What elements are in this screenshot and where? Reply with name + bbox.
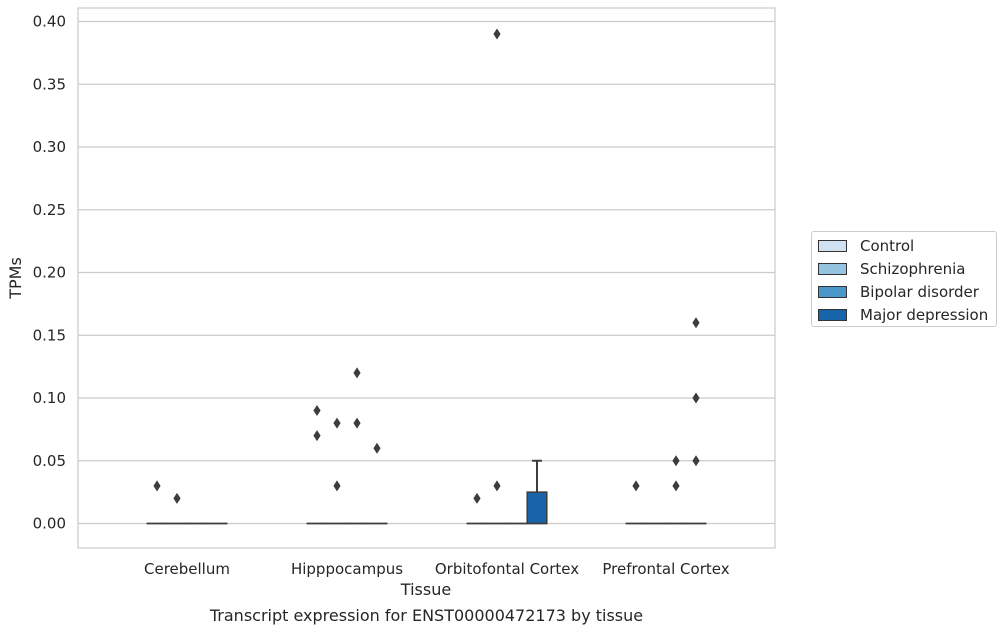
legend: Control Schizophrenia Bipolar disorder Majo… [811, 231, 997, 327]
y-tick-label: 0.05 [33, 452, 66, 470]
y-tick-label: 0.15 [33, 326, 66, 344]
legend-label: Bipolar disorder [860, 283, 979, 301]
y-tick-label: 0.10 [33, 389, 66, 407]
series-major-depression [206, 317, 707, 525]
y-tick-label: 0.40 [33, 13, 66, 31]
legend-label: Control [860, 237, 915, 255]
legend-label: Major depression [860, 306, 989, 324]
x-tick-label: Hipppocampus [291, 560, 403, 578]
box [526, 491, 548, 525]
x-axis-ticks: Cerebellum Hipppocampus Orbitofontal Corte… [144, 560, 730, 578]
outlier-point [473, 492, 481, 504]
legend-label: Schizophrenia [860, 260, 966, 278]
legend-item: Major depression [818, 305, 988, 325]
outlier-point [153, 480, 161, 492]
chart-caption: Transcript expression for ENST0000047217… [209, 606, 644, 625]
grid-lines [78, 20, 775, 525]
legend-item: Control [818, 236, 914, 256]
outlier-point [333, 480, 341, 492]
outlier-point [692, 317, 700, 329]
legend-item: Bipolar disorder [818, 282, 979, 302]
legend-swatch [818, 263, 847, 275]
outlier-point [672, 480, 680, 492]
y-tick-label: 0.00 [33, 515, 66, 533]
outlier-point [692, 455, 700, 467]
series-control [146, 405, 647, 525]
series-bipolar-disorder [186, 367, 687, 525]
y-tick-label: 0.35 [33, 75, 66, 93]
outlier-point [632, 480, 640, 492]
y-tick-label: 0.30 [33, 138, 66, 156]
outlier-point [313, 405, 321, 417]
y-tick-label: 0.25 [33, 201, 66, 219]
outlier-point [173, 492, 181, 504]
legend-swatch [818, 309, 847, 321]
x-tick-label: Prefrontal Cortex [602, 560, 729, 578]
outlier-point [692, 392, 700, 404]
outlier-point [353, 367, 361, 379]
legend-item: Schizophrenia [818, 259, 965, 279]
plot-frame [77, 7, 776, 549]
outlier-point [313, 430, 321, 442]
x-tick-label: Orbitofontal Cortex [435, 560, 579, 578]
outlier-point [493, 480, 501, 492]
legend-swatch [818, 240, 847, 252]
outlier-point [672, 455, 680, 467]
series-schizophrenia [166, 28, 667, 525]
legend-swatch [818, 286, 847, 298]
outlier-point [493, 28, 501, 40]
box-series [146, 28, 707, 525]
y-tick-label: 0.20 [33, 264, 66, 282]
y-axis-ticks: 0.00 0.05 0.10 0.15 0.20 0.25 0.30 0.35 0.40 [33, 13, 66, 533]
x-tick-label: Cerebellum [144, 560, 230, 578]
x-axis-title: Tissue [400, 580, 451, 599]
outlier-point [373, 442, 381, 454]
outlier-point [353, 417, 361, 429]
outlier-point [333, 417, 341, 429]
y-axis-title: TPMs [6, 257, 25, 300]
